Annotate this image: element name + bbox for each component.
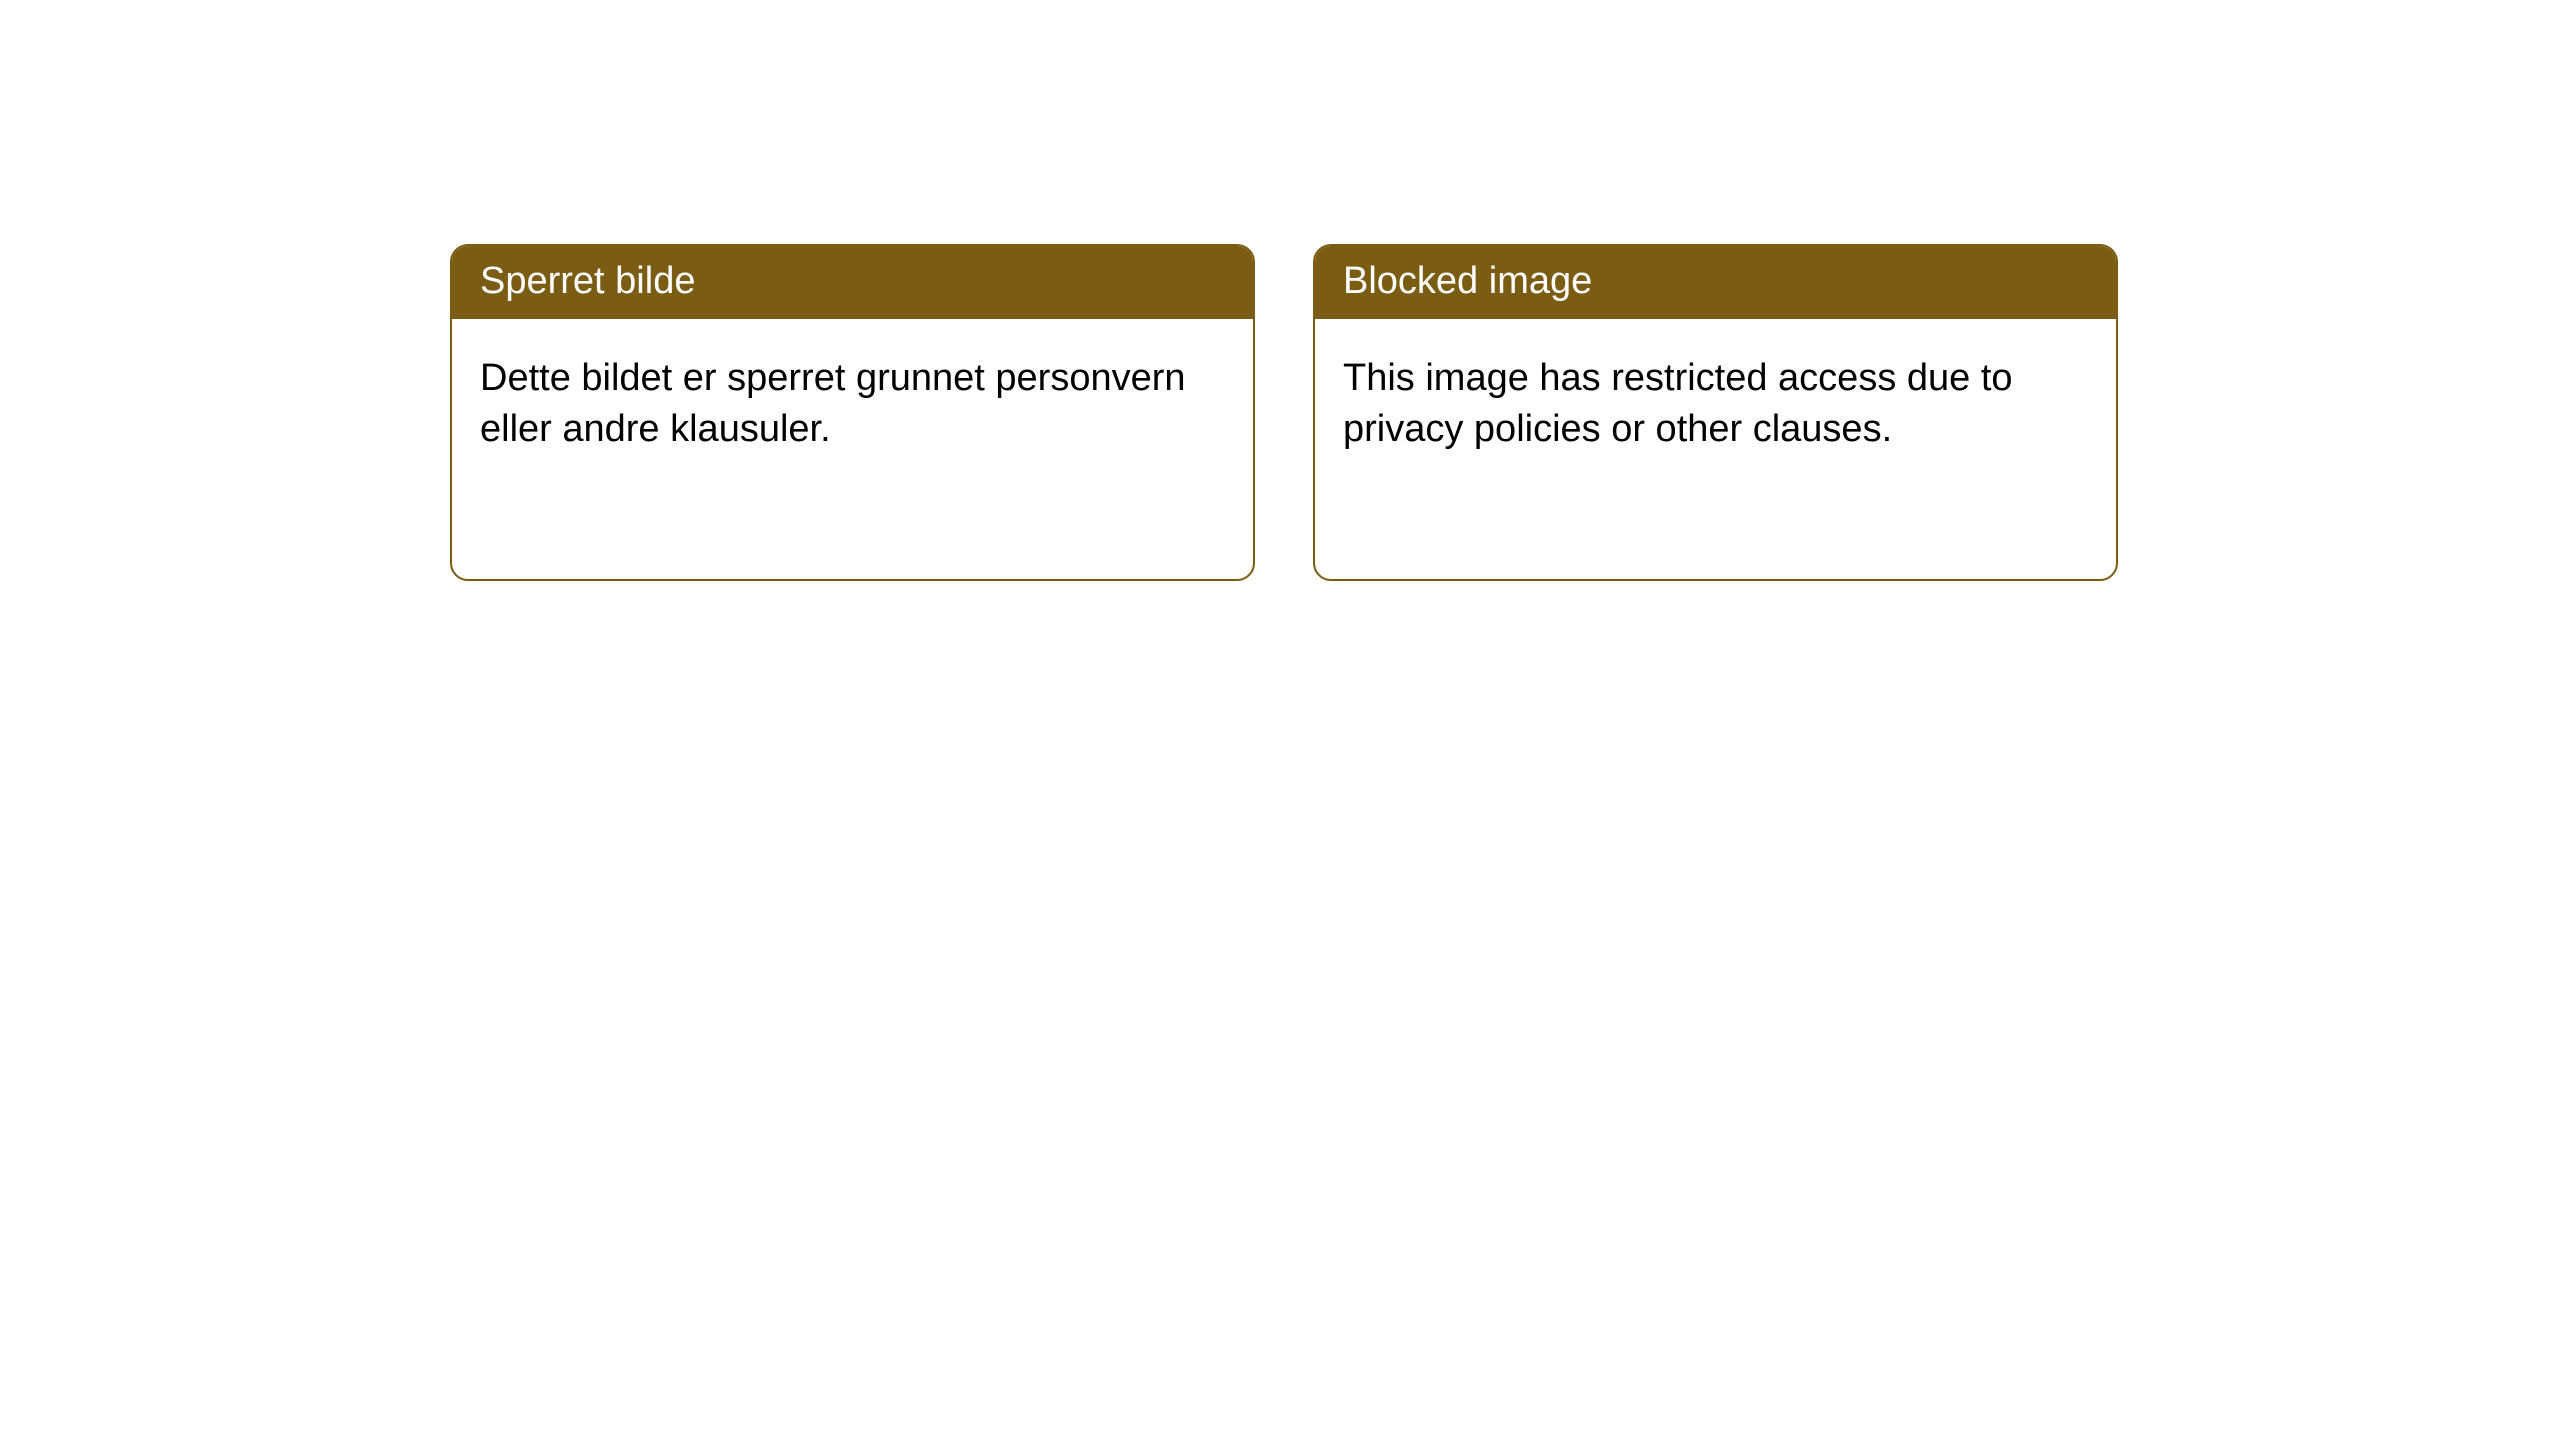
blocked-image-card-norwegian: Sperret bilde Dette bildet er sperret gr… [450,244,1255,581]
card-body-norwegian: Dette bildet er sperret grunnet personve… [452,319,1253,484]
card-body-english: This image has restricted access due to … [1315,319,2116,484]
card-title-english: Blocked image [1315,246,2116,319]
card-title-norwegian: Sperret bilde [452,246,1253,319]
blocked-image-card-english: Blocked image This image has restricted … [1313,244,2118,581]
notice-container: Sperret bilde Dette bildet er sperret gr… [0,0,2560,581]
